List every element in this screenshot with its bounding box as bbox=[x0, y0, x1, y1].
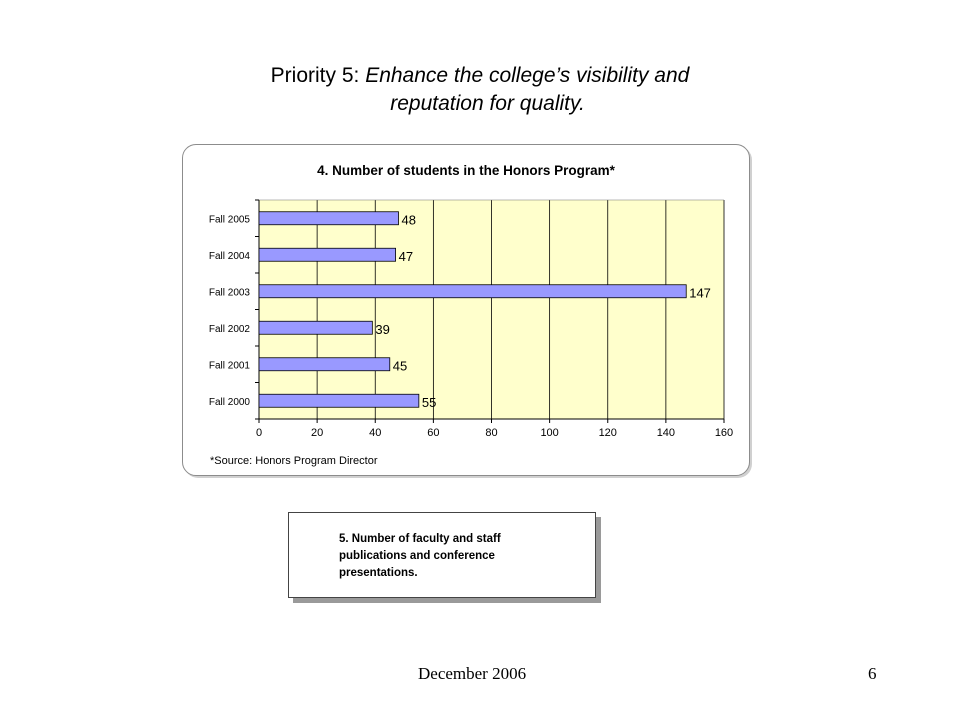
x-tick-label-160: 160 bbox=[715, 427, 733, 439]
data-label: 39 bbox=[375, 322, 389, 337]
x-tick-label-20: 20 bbox=[311, 427, 323, 439]
note-line-2: publications and conference bbox=[339, 550, 495, 562]
title-italic-line-2: reputation for quality. bbox=[390, 92, 585, 115]
bar-fall-2003 bbox=[258, 284, 687, 299]
bar-fall-2001 bbox=[258, 357, 391, 372]
bar-chart: 0 20 40 60 80 100 120 140 160 Fall 2005 48 Fall 200… bbox=[209, 199, 733, 439]
x-tick-label-0: 0 bbox=[256, 427, 262, 439]
data-label: 147 bbox=[689, 285, 711, 300]
category-label: Fall 2001 bbox=[209, 360, 251, 371]
x-tick-label-40: 40 bbox=[369, 427, 381, 439]
data-label: 45 bbox=[393, 358, 407, 373]
data-label: 48 bbox=[402, 212, 416, 227]
x-tick-label-120: 120 bbox=[599, 427, 617, 439]
note-line-1: 5. Number of faculty and staff bbox=[339, 533, 501, 545]
x-tick-label-100: 100 bbox=[540, 427, 558, 439]
note-text: 5. Number of faculty and staff publicati… bbox=[339, 531, 579, 582]
chart-frame: 4. Number of students in the Honors Prog… bbox=[182, 144, 750, 476]
bar-fall-2004 bbox=[258, 247, 396, 262]
category-label: Fall 2003 bbox=[209, 287, 251, 298]
note-line-3: presentations. bbox=[339, 567, 418, 579]
title-prefix: Priority 5: bbox=[270, 64, 366, 87]
data-label: 55 bbox=[422, 395, 436, 410]
slide-title: Priority 5: Enhance the college’s visibi… bbox=[0, 62, 960, 118]
category-label: Fall 2002 bbox=[209, 324, 251, 335]
chart-title: 4. Number of students in the Honors Prog… bbox=[317, 163, 615, 178]
category-label: Fall 2005 bbox=[209, 214, 251, 225]
category-label: Fall 2004 bbox=[209, 251, 251, 262]
title-italic-line-1: Enhance the college’s visibility and bbox=[365, 64, 690, 87]
x-tick-label-80: 80 bbox=[485, 427, 497, 439]
data-label: 47 bbox=[399, 249, 413, 264]
chart-source-note: *Source: Honors Program Director bbox=[210, 455, 378, 467]
footer-page-number: 6 bbox=[868, 664, 877, 683]
footer-date: December 2006 bbox=[418, 664, 527, 683]
x-tick-label-140: 140 bbox=[657, 427, 675, 439]
publications-note-box: 5. Number of faculty and staff publicati… bbox=[288, 512, 596, 598]
bar-fall-2002 bbox=[258, 320, 373, 335]
x-tick-label-60: 60 bbox=[427, 427, 439, 439]
category-label: Fall 2000 bbox=[209, 397, 251, 408]
bar-fall-2000 bbox=[258, 393, 420, 408]
bar-fall-2005 bbox=[258, 211, 399, 226]
